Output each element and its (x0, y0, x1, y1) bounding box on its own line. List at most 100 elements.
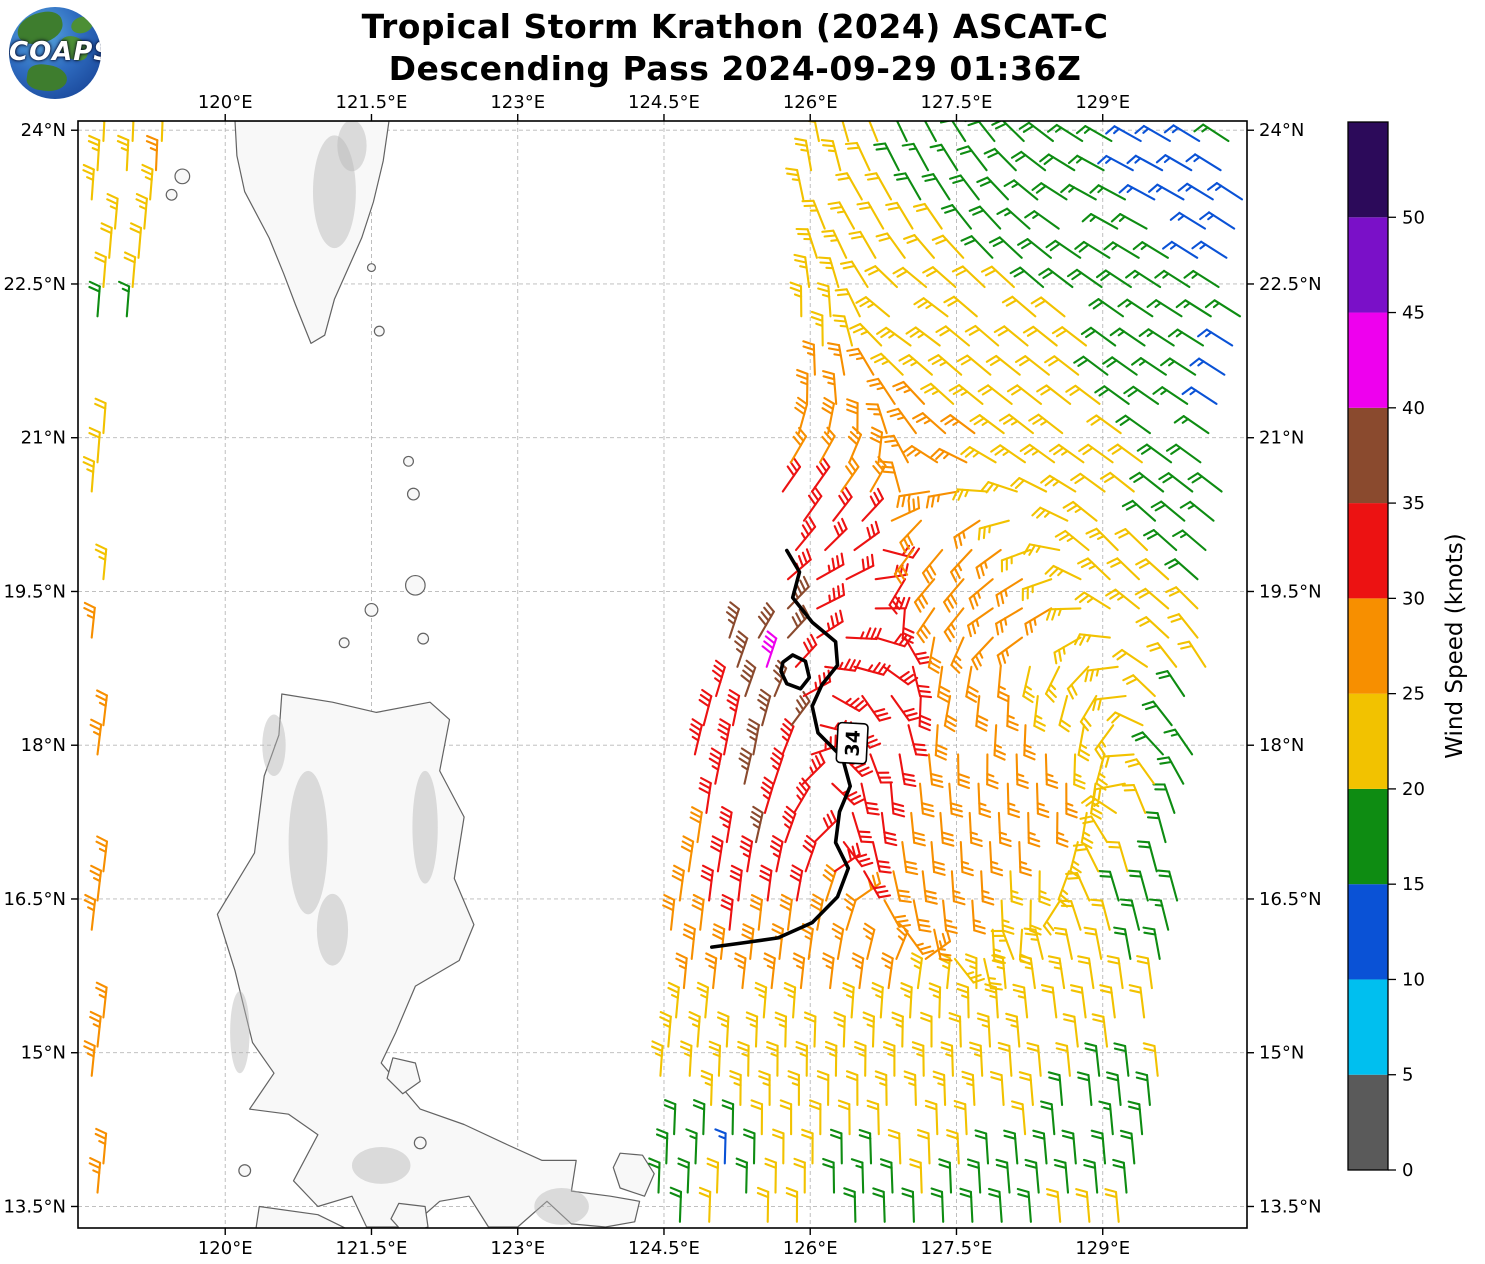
lat-tick-label-right: 21°N (1259, 428, 1304, 449)
wind-barb (946, 1129, 960, 1165)
wind-barb (754, 981, 768, 1019)
wind-barb (1079, 694, 1098, 732)
lon-tick-label-top: 129°E (1075, 92, 1130, 113)
wind-barb (967, 607, 994, 638)
wind-barb (790, 690, 811, 727)
wind-barb (1112, 648, 1148, 668)
wind-barb (943, 295, 978, 318)
coastline-mindoro (255, 1205, 347, 1228)
wind-barb (847, 426, 863, 464)
wind-barb (118, 280, 131, 318)
wind-barb (864, 265, 898, 289)
wind-barb (1022, 325, 1058, 347)
wind-barb (903, 928, 935, 955)
wind-barb (956, 145, 988, 172)
wind-barb (848, 230, 877, 259)
wind-barb (820, 139, 842, 172)
wind-barb (1197, 328, 1234, 347)
wind-barb (1084, 665, 1119, 683)
wind-barb (685, 1128, 698, 1165)
wind-barb (1129, 471, 1165, 493)
wind-barb (870, 352, 904, 376)
wind-barb (82, 456, 96, 493)
wind-barb (987, 1187, 1003, 1223)
wind-barb (1024, 607, 1053, 636)
lat-tick-label-right: 16.5°N (1259, 889, 1322, 910)
wind-barb (801, 199, 826, 230)
wind-barb (1026, 1042, 1042, 1077)
wind-barb (971, 899, 986, 935)
wind-barb (861, 487, 884, 522)
wind-barb (965, 665, 979, 703)
wind-barb (895, 121, 908, 143)
lon-tick-label-bottom: 126°E (783, 1238, 838, 1259)
wind-barb (935, 325, 971, 347)
coastline-islet (364, 602, 379, 617)
wind-barb (890, 496, 921, 522)
wind-barb (1177, 182, 1214, 201)
wind-barb (998, 413, 1034, 435)
wind-barb (1104, 1188, 1120, 1223)
wind-barb (831, 922, 845, 960)
wind-barb (692, 1099, 706, 1136)
wind-barb (864, 172, 893, 201)
wind-barb (1112, 1158, 1128, 1194)
wind-barb (787, 1070, 800, 1107)
coastline-polillo (386, 1057, 421, 1095)
wind-barb (675, 952, 688, 990)
wind-barb (866, 1099, 880, 1136)
wind-barb (1204, 299, 1242, 318)
wind-barb (1018, 121, 1054, 143)
coastline-islet (366, 263, 376, 273)
wind-barb (1098, 1100, 1114, 1136)
lat-tick-label-right: 22.5°N (1259, 274, 1322, 295)
eye-contour (779, 653, 812, 691)
wind-barb (83, 893, 97, 931)
wind-barb (1005, 1012, 1021, 1048)
wind-barb (1006, 384, 1043, 405)
wind-barb (1070, 472, 1106, 493)
wind-barb (689, 806, 703, 844)
wind-barb (845, 627, 882, 641)
wind-barb (977, 782, 992, 819)
wind-barb (871, 981, 884, 1019)
wind-barb (1023, 724, 1036, 761)
coastline-islet (413, 1136, 427, 1150)
wind-barb (750, 1099, 764, 1136)
wind-barb (750, 805, 764, 844)
wind-barb (698, 688, 713, 727)
lat-tick-label-left: 24°N (21, 120, 66, 141)
lat-tick-label-left: 13.5°N (3, 1196, 66, 1217)
wind-barb (959, 1187, 974, 1223)
wind-barb (1106, 955, 1124, 990)
wind-barb (1075, 1188, 1091, 1223)
wind-barb (996, 207, 1031, 230)
wind-barb (842, 841, 874, 868)
wind-barb (993, 325, 1029, 347)
coastline-islet (417, 632, 430, 645)
wind-barb (827, 201, 856, 230)
lat-tick-label-right: 15°N (1259, 1043, 1304, 1064)
wind-barb (880, 811, 898, 847)
wind-barb (89, 864, 103, 902)
wind-barb (1060, 183, 1097, 201)
wind-barb (1141, 700, 1173, 727)
wind-barb (851, 811, 874, 844)
wind-barb (651, 1040, 664, 1077)
wind-barb (1066, 665, 1090, 700)
terrain-relief (288, 770, 328, 915)
wind-barb (1085, 527, 1119, 552)
wind-barb (997, 811, 1012, 848)
wind-barb (1113, 926, 1132, 960)
colorbar-band (1348, 122, 1388, 218)
wind-barb (1155, 670, 1186, 698)
lon-tick-label-bottom: 127.5°E (921, 1238, 993, 1259)
wind-barb (89, 718, 103, 756)
wind-barb (893, 548, 915, 585)
wind-barb (1134, 587, 1170, 610)
wind-barb (953, 957, 985, 984)
wind-barb (1076, 1071, 1093, 1107)
wind-barb (1069, 984, 1087, 1019)
wind-barb (1172, 529, 1207, 552)
